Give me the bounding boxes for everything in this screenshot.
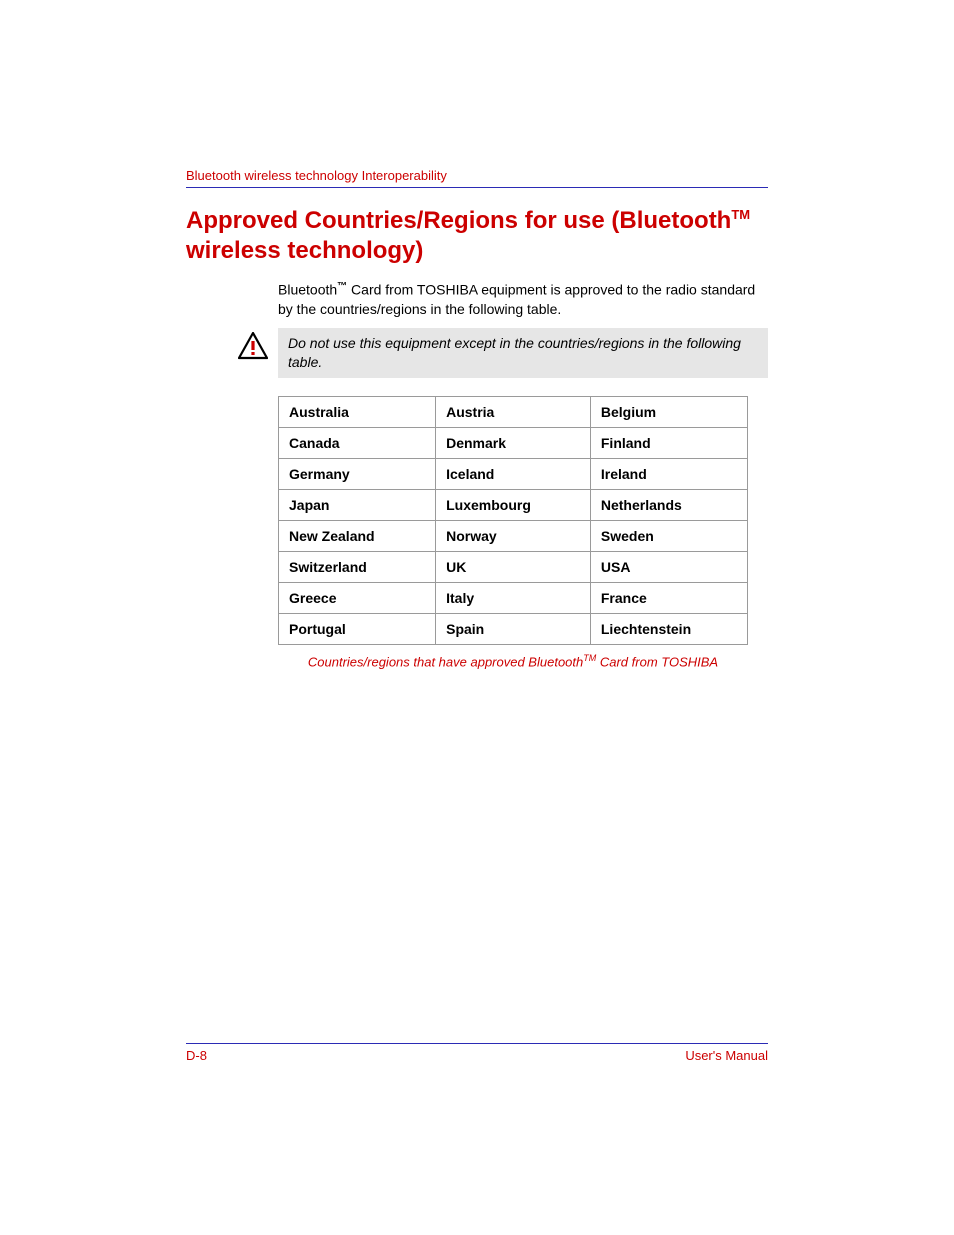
caution-block: Do not use this equipment except in the … [238, 328, 768, 378]
title-suffix: wireless technology) [186, 237, 423, 264]
page-number: D-8 [186, 1048, 207, 1063]
table-row: Switzerland UK USA [279, 552, 748, 583]
header-section-label: Bluetooth wireless technology Interopera… [186, 168, 768, 183]
country-cell: USA [590, 552, 747, 583]
country-cell: Italy [436, 583, 591, 614]
country-cell: Switzerland [279, 552, 436, 583]
table-row: Canada Denmark Finland [279, 428, 748, 459]
country-cell: Japan [279, 490, 436, 521]
caption-suffix: Card from TOSHIBA [596, 655, 718, 670]
page-title: Approved Countries/Regions for use (Blue… [186, 206, 768, 266]
table-row: Japan Luxembourg Netherlands [279, 490, 748, 521]
page-footer: D-8 User's Manual [186, 1043, 768, 1063]
caption-prefix: Countries/regions that have approved Blu… [308, 655, 583, 670]
country-cell: Portugal [279, 614, 436, 645]
intro-rest: Card from TOSHIBA equipment is approved … [278, 282, 755, 317]
table-row: Australia Austria Belgium [279, 397, 748, 428]
footer-rule [186, 1043, 768, 1044]
country-cell: Luxembourg [436, 490, 591, 521]
country-cell: UK [436, 552, 591, 583]
countries-table: Australia Austria Belgium Canada Denmark… [278, 396, 748, 645]
country-cell: Australia [279, 397, 436, 428]
table-row: Germany Iceland Ireland [279, 459, 748, 490]
title-prefix: Approved Countries/Regions for use (Blue… [186, 207, 731, 234]
country-cell: New Zealand [279, 521, 436, 552]
country-cell: France [590, 583, 747, 614]
intro-paragraph: Bluetooth™ Card from TOSHIBA equipment i… [278, 280, 768, 318]
manual-label: User's Manual [685, 1048, 768, 1063]
country-cell: Canada [279, 428, 436, 459]
country-cell: Spain [436, 614, 591, 645]
table-row: Greece Italy France [279, 583, 748, 614]
country-cell: Greece [279, 583, 436, 614]
table-caption: Countries/regions that have approved Blu… [278, 653, 748, 669]
table-row: Portugal Spain Liechtenstein [279, 614, 748, 645]
country-cell: Liechtenstein [590, 614, 747, 645]
country-cell: Iceland [436, 459, 591, 490]
country-cell: Netherlands [590, 490, 747, 521]
intro-brand: Bluetooth [278, 282, 337, 298]
footer-row: D-8 User's Manual [186, 1048, 768, 1063]
caution-icon [238, 332, 268, 360]
country-cell: Norway [436, 521, 591, 552]
country-cell: Austria [436, 397, 591, 428]
header-rule [186, 187, 768, 188]
country-cell: Denmark [436, 428, 591, 459]
page-content: Bluetooth wireless technology Interopera… [186, 168, 768, 1055]
caution-text: Do not use this equipment except in the … [278, 328, 768, 378]
country-cell: Ireland [590, 459, 747, 490]
country-cell: Belgium [590, 397, 747, 428]
title-tm: TM [731, 207, 750, 222]
table-row: New Zealand Norway Sweden [279, 521, 748, 552]
caption-tm: TM [583, 653, 596, 663]
intro-tm: ™ [337, 281, 347, 292]
country-cell: Sweden [590, 521, 747, 552]
country-cell: Germany [279, 459, 436, 490]
country-cell: Finland [590, 428, 747, 459]
